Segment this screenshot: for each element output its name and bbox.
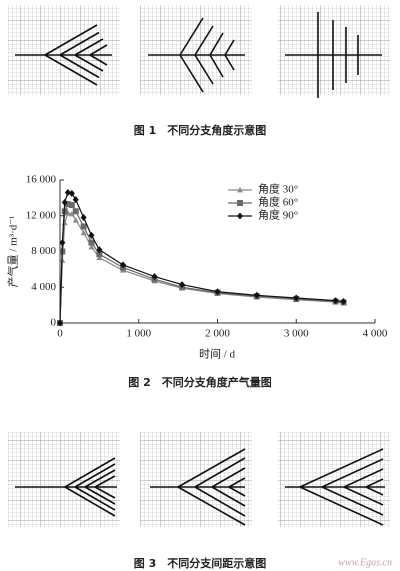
figure-caption: 图 1 不同分支角度示意图 <box>134 123 266 137</box>
data-point <box>179 281 186 289</box>
x-tick-label: 1 000 <box>126 328 151 340</box>
grid-panel <box>278 5 390 95</box>
data-point <box>80 223 87 230</box>
branch-diagram <box>285 12 382 98</box>
figure-caption: 图 3 不同分支间距示意图 <box>134 556 266 570</box>
y-tick-label: 12 000 <box>26 209 57 221</box>
y-tick-label: 4 000 <box>31 281 56 293</box>
data-point <box>88 231 95 239</box>
data-point <box>293 294 300 302</box>
data-point <box>96 251 103 258</box>
data-point <box>68 202 75 209</box>
data-point <box>96 246 103 254</box>
data-point <box>64 189 71 197</box>
figure-3: 图 3 不同分支间距示意图 www.Egas.cn <box>8 432 392 570</box>
legend-marker <box>237 200 243 206</box>
branch-diagram <box>285 448 385 526</box>
data-point <box>340 298 347 306</box>
y-tick-label: 0 <box>51 317 57 329</box>
data-point <box>80 214 87 222</box>
legend-marker <box>237 187 243 193</box>
data-point <box>214 288 221 296</box>
grid-panel <box>278 432 390 527</box>
data-point <box>68 189 75 197</box>
data-point <box>59 239 66 247</box>
legend-label: 角度 60° <box>258 195 298 209</box>
data-point <box>96 254 103 261</box>
chart: 产气量 / m³·d⁻¹ 时间 / d 图 2 不同分支角度产气量图 0 4 00… <box>6 174 388 389</box>
legend-label: 角度 30° <box>258 182 298 196</box>
grid-panel <box>140 432 252 527</box>
data-point <box>151 273 158 281</box>
data-point <box>72 196 79 204</box>
x-tick-label: 3 000 <box>284 328 309 340</box>
data-point <box>253 291 260 299</box>
data-point <box>120 261 126 269</box>
legend-label: 角度 90° <box>258 208 298 222</box>
legend-marker <box>237 212 243 220</box>
branch-diagram <box>15 457 117 517</box>
data-point <box>332 297 339 305</box>
x-tick-label: 2 000 <box>205 328 230 340</box>
y-axis-label: 产气量 / m³·d⁻¹ <box>6 216 20 288</box>
x-axis-label: 时间 / d <box>199 348 236 361</box>
x-tick-label: 0 <box>57 328 63 340</box>
y-tick-label: 8 000 <box>31 245 56 257</box>
y-tick-label: 16 000 <box>26 174 57 186</box>
figure-1: 图 1 不同分支角度示意图 <box>8 5 390 137</box>
data-point <box>57 319 63 327</box>
series-line <box>59 191 344 324</box>
branch-diagram <box>150 448 246 526</box>
series-line <box>59 212 344 324</box>
data-point <box>88 244 95 250</box>
data-point <box>61 198 68 206</box>
data-point <box>72 217 79 223</box>
branch-diagram <box>148 17 245 93</box>
watermark: www.Egas.cn <box>338 557 392 568</box>
data-point <box>68 210 75 217</box>
grid-panel <box>8 432 120 527</box>
data-point <box>80 229 87 236</box>
figure-caption: 图 2 不同分支角度产气量图 <box>128 375 271 389</box>
data-point <box>72 208 79 215</box>
x-tick-label: 4 000 <box>363 328 388 340</box>
grid-panel <box>8 5 120 95</box>
series-line <box>59 203 344 324</box>
branch-diagram <box>15 24 112 86</box>
data-point <box>88 239 95 246</box>
